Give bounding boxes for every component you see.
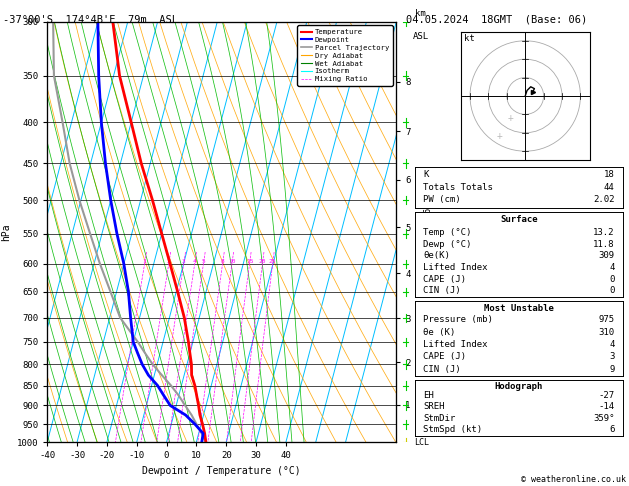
Text: 9: 9 (609, 364, 615, 374)
Text: kt: kt (464, 34, 476, 43)
Text: 4: 4 (609, 263, 615, 272)
Text: 1: 1 (143, 259, 147, 264)
Text: LCL: LCL (414, 438, 429, 447)
Y-axis label: Mixing Ratio (g/kg): Mixing Ratio (g/kg) (422, 181, 431, 283)
Text: 0: 0 (609, 286, 615, 295)
Text: 4: 4 (609, 340, 615, 349)
Text: -27: -27 (598, 391, 615, 399)
Text: 10: 10 (228, 259, 236, 264)
Text: θe (K): θe (K) (423, 328, 455, 336)
Text: 15: 15 (246, 259, 253, 264)
Text: 25: 25 (269, 259, 276, 264)
Text: 20: 20 (259, 259, 266, 264)
Text: 13.2: 13.2 (593, 228, 615, 237)
Text: 2.02: 2.02 (593, 195, 615, 205)
Text: 6: 6 (609, 425, 615, 434)
Text: 4: 4 (193, 259, 196, 264)
Text: 04.05.2024  18GMT  (Base: 06): 04.05.2024 18GMT (Base: 06) (406, 15, 587, 25)
Text: θe(K): θe(K) (423, 251, 450, 260)
Text: © weatheronline.co.uk: © weatheronline.co.uk (521, 474, 626, 484)
Text: CAPE (J): CAPE (J) (423, 352, 467, 361)
Text: Totals Totals: Totals Totals (423, 183, 493, 191)
Text: 975: 975 (598, 315, 615, 324)
Text: CAPE (J): CAPE (J) (423, 275, 467, 283)
Text: SREH: SREH (423, 402, 445, 411)
Text: PW (cm): PW (cm) (423, 195, 461, 205)
Text: 3: 3 (182, 259, 186, 264)
Text: 0: 0 (609, 275, 615, 283)
Text: +: + (508, 113, 513, 123)
Y-axis label: hPa: hPa (1, 223, 11, 241)
Text: 8: 8 (221, 259, 225, 264)
Text: CIN (J): CIN (J) (423, 286, 461, 295)
Text: 44: 44 (604, 183, 615, 191)
Text: ASL: ASL (413, 33, 429, 41)
Text: Surface: Surface (500, 215, 538, 225)
Text: CIN (J): CIN (J) (423, 364, 461, 374)
Text: StmDir: StmDir (423, 414, 455, 423)
Text: Most Unstable: Most Unstable (484, 304, 554, 313)
X-axis label: Dewpoint / Temperature (°C): Dewpoint / Temperature (°C) (142, 466, 301, 476)
Text: -14: -14 (598, 402, 615, 411)
Text: +: + (496, 131, 503, 141)
Text: 3: 3 (609, 352, 615, 361)
Text: Hodograph: Hodograph (495, 382, 543, 391)
Text: StmSpd (kt): StmSpd (kt) (423, 425, 482, 434)
Text: 2: 2 (167, 259, 170, 264)
Text: Temp (°C): Temp (°C) (423, 228, 472, 237)
Text: 309: 309 (598, 251, 615, 260)
Text: Pressure (mb): Pressure (mb) (423, 315, 493, 324)
Text: km: km (415, 9, 426, 17)
Text: 5: 5 (201, 259, 205, 264)
Text: 11.8: 11.8 (593, 240, 615, 249)
Text: Lifted Index: Lifted Index (423, 340, 488, 349)
Text: EH: EH (423, 391, 434, 399)
Text: 310: 310 (598, 328, 615, 336)
Text: -37°00'S  174°4B'E  79m  ASL: -37°00'S 174°4B'E 79m ASL (3, 15, 178, 25)
Text: Lifted Index: Lifted Index (423, 263, 488, 272)
Text: 18: 18 (604, 170, 615, 178)
Text: Dewp (°C): Dewp (°C) (423, 240, 472, 249)
Text: K: K (423, 170, 429, 178)
Text: 359°: 359° (593, 414, 615, 423)
Legend: Temperature, Dewpoint, Parcel Trajectory, Dry Adiabat, Wet Adiabat, Isotherm, Mi: Temperature, Dewpoint, Parcel Trajectory… (298, 25, 392, 86)
